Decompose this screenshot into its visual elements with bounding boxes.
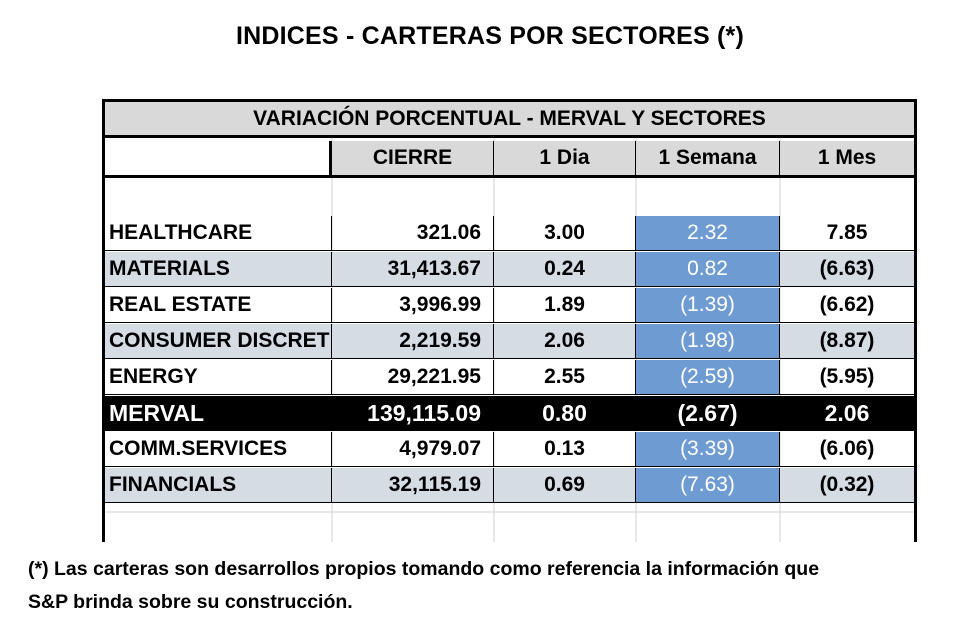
mes-cell: (6.63)	[780, 252, 914, 286]
table-row: REAL ESTATE 3,996.99 1.89 (1.39) (6.62)	[105, 288, 914, 323]
mes-cell: (6.06)	[819, 437, 875, 460]
table-banner: VARIACIÓN PORCENTUAL - MERVAL Y SECTORES	[105, 102, 914, 138]
semana-cell: (3.39)	[636, 432, 780, 466]
dia-cell: 2.06	[494, 324, 636, 358]
mes-cell: (8.87)	[780, 324, 914, 358]
header-1-mes: 1 Mes	[780, 141, 914, 175]
cierre-cell: 32,115.19	[332, 468, 494, 502]
cierre-cell: 3,996.99	[332, 288, 494, 322]
table-row: ENERGY 29,221.95 2.55 (2.59) (5.95)	[105, 360, 914, 395]
dia-cell: 3.00	[494, 216, 636, 250]
table-row: CONSUMER DISCRET 2,219.59 2.06 (1.98) (8.87)	[105, 324, 914, 359]
sector-name-cell: COMM.SERVICES	[105, 432, 332, 466]
table-row: HEALTHCARE 321.06 3.00 2.32 7.85	[105, 216, 914, 251]
table-row: MERVAL 139,115.09 0.80 (2.67) 2.06	[105, 396, 914, 431]
cierre-cell: 31,413.67	[332, 252, 494, 286]
sector-name-cell: HEALTHCARE	[105, 216, 332, 250]
semana-cell: (1.39)	[636, 288, 780, 322]
dia-cell: 0.24	[494, 252, 636, 286]
banner-label: VARIACIÓN PORCENTUAL - MERVAL Y SECTORES	[253, 106, 766, 130]
sector-name-cell: ENERGY	[105, 360, 332, 394]
footnote-line-1: (*) Las carteras son desarrollos propios…	[28, 558, 820, 580]
footnote-line-2: S&P brinda sobre su construcción.	[28, 591, 353, 613]
header-blank-cell	[105, 141, 332, 175]
semana-cell: 0.82	[636, 252, 780, 286]
semana-cell: (2.59)	[636, 360, 780, 394]
cierre-cell: 4,979.07	[332, 432, 494, 466]
dia-cell: 0.13	[494, 432, 636, 466]
table-header-row: CIERRE 1 Dia 1 Semana 1 Mes	[105, 141, 914, 178]
sector-name-cell: REAL ESTATE	[105, 288, 332, 322]
page-title: INDICES - CARTERAS POR SECTORES (*)	[236, 22, 744, 50]
dia-cell: 0.69	[494, 468, 636, 502]
table-row: MATERIALS 31,413.67 0.24 0.82 (6.63)	[105, 252, 914, 287]
sector-variation-table: VARIACIÓN PORCENTUAL - MERVAL Y SECTORES…	[102, 99, 917, 542]
dia-cell: 0.80	[494, 396, 636, 430]
mes-cell: 2.06	[780, 396, 914, 430]
footnote: (*) Las carteras son desarrollos propios…	[28, 553, 958, 619]
dia-cell: 1.89	[494, 288, 636, 322]
mes-cell: (5.95)	[819, 365, 875, 388]
sector-name-cell: MERVAL	[105, 396, 332, 430]
header-1-semana: 1 Semana	[636, 141, 780, 175]
sector-name-cell: MATERIALS	[105, 252, 332, 286]
semana-cell: (7.63)	[636, 468, 780, 502]
header-cierre: CIERRE	[332, 141, 494, 175]
mes-cell: (0.32)	[780, 468, 914, 502]
cierre-cell: 2,219.59	[332, 324, 494, 358]
cierre-cell: 29,221.95	[332, 360, 494, 394]
header-1-dia: 1 Dia	[494, 141, 636, 175]
mes-cell: (6.62)	[819, 293, 875, 316]
semana-cell: (1.98)	[636, 324, 780, 358]
semana-cell: 2.32	[636, 216, 780, 250]
sector-name-cell: FINANCIALS	[105, 468, 332, 502]
cierre-cell: 139,115.09	[332, 396, 494, 430]
semana-cell: (2.67)	[636, 396, 780, 430]
table-row: FINANCIALS 32,115.19 0.69 (7.63) (0.32)	[105, 468, 914, 503]
cierre-cell: 321.06	[332, 216, 494, 250]
table-frame	[102, 99, 917, 542]
table-row: COMM.SERVICES 4,979.07 0.13 (3.39) (6.06)	[105, 432, 914, 467]
mes-cell: 7.85	[826, 221, 868, 244]
dia-cell: 2.55	[494, 360, 636, 394]
sector-name-cell: CONSUMER DISCRET	[105, 324, 332, 358]
